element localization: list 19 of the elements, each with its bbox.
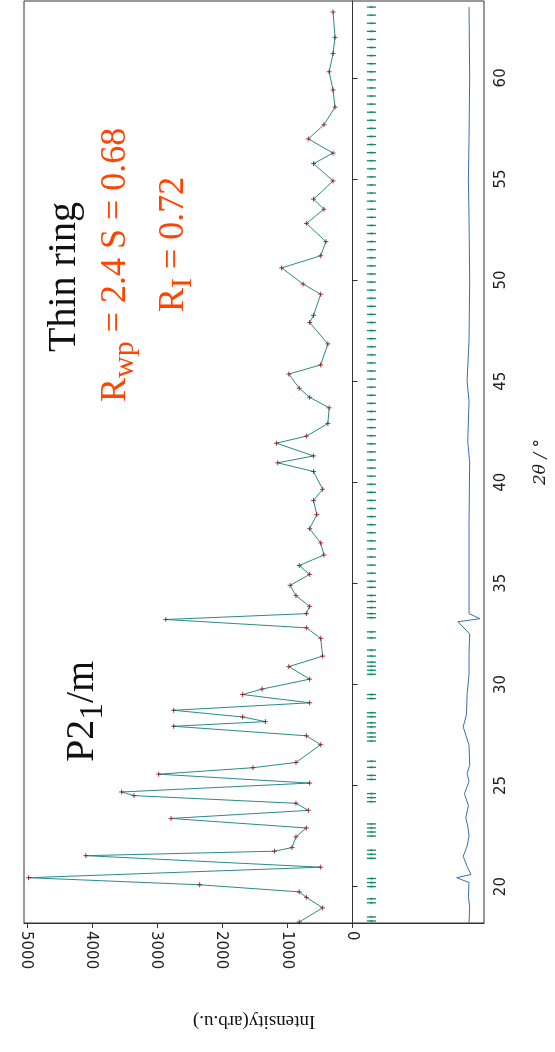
annotation: Thin ring — [39, 202, 84, 352]
y-tick-label: 45 — [490, 371, 509, 391]
y-tick-label: 25 — [490, 775, 509, 796]
y-tick-label: 60 — [490, 68, 509, 88]
y-tick-label: 50 — [490, 270, 509, 290]
line-series — [456, 6, 481, 924]
y-tick-label: 55 — [490, 169, 509, 189]
x-tick-label: 4000 — [83, 931, 102, 970]
x-tick-label: 3000 — [148, 931, 167, 970]
x-tick-label: 1000 — [278, 931, 297, 970]
y-axis-title: 2θ / ° — [528, 438, 549, 487]
x-tick-label: 5000 — [18, 931, 37, 970]
y-tick-label: 35 — [490, 573, 509, 593]
x-tick-label: 0 — [343, 931, 362, 941]
y-tick-label: 20 — [490, 877, 509, 897]
y-tick-label: 40 — [490, 472, 509, 492]
x-tick-label: 2000 — [213, 931, 232, 970]
x-axis-title: Intensity(arb.u.) — [192, 1011, 316, 1033]
y-tick-label: 30 — [490, 674, 509, 694]
